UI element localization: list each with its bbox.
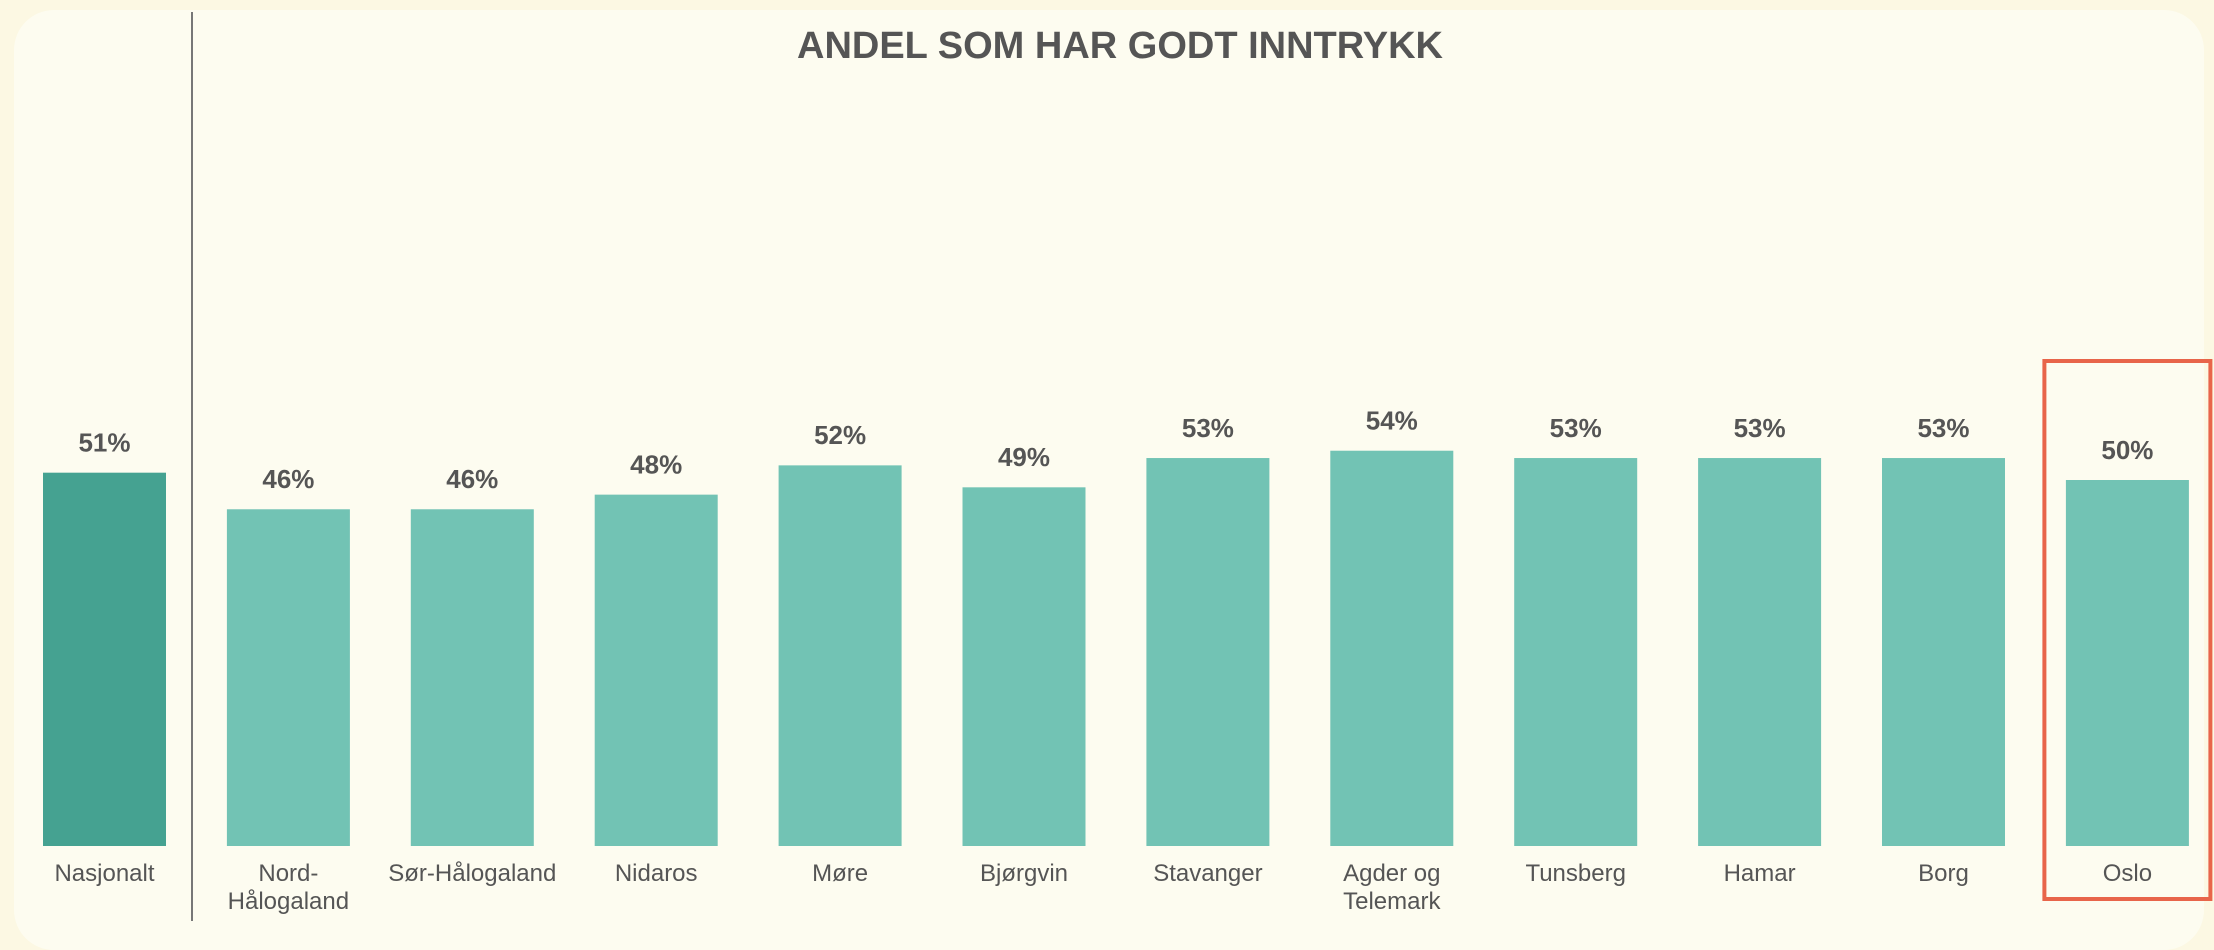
bar <box>1514 458 1638 846</box>
value-label: 53% <box>1734 413 1786 443</box>
value-label: 53% <box>1182 413 1234 443</box>
x-tick-label: Agder og Telemark <box>1343 860 1441 915</box>
x-tick-label: Oslo <box>2102 860 2153 887</box>
value-label: 50% <box>2101 435 2153 465</box>
bar <box>410 509 534 846</box>
bar <box>1330 450 1454 846</box>
x-tick-label: Hamar <box>1723 860 1796 887</box>
value-label: 53% <box>1550 413 1602 443</box>
value-label: 48% <box>630 450 682 480</box>
x-tick-label: Sør-Hålogaland <box>388 860 557 887</box>
value-label: 52% <box>814 420 866 450</box>
x-tick-label: Tunsberg <box>1525 860 1626 887</box>
bar <box>1882 458 2005 846</box>
bar <box>1698 458 1822 846</box>
bar <box>778 465 902 846</box>
bar <box>962 487 1086 846</box>
panel <box>14 10 2204 950</box>
chart-title: ANDEL SOM HAR GODT INNTRYKK <box>797 25 1444 67</box>
x-tick-label: Møre <box>812 860 869 887</box>
bar <box>43 472 166 846</box>
chart: ANDEL SOM HAR GODT INNTRYKK 51% 46% 46% 48%… <box>43 12 2213 921</box>
bar <box>594 494 718 846</box>
value-label: 54% <box>1366 406 1418 436</box>
page: ANDEL SOM HAR GODT INNTRYKK 51% 46% 46% 48%… <box>14 10 2213 950</box>
x-tick-label: Stavanger <box>1153 860 1263 887</box>
x-tick-label: Borg <box>1918 860 1969 887</box>
x-tick-label: Nord-Hålogaland <box>227 860 350 915</box>
value-label: 51% <box>78 428 130 458</box>
value-label: 46% <box>446 464 498 494</box>
bar <box>2065 480 2189 846</box>
value-label: 46% <box>262 464 314 494</box>
value-label: 49% <box>998 442 1050 472</box>
x-tick-label: Bjørgvin <box>979 860 1069 887</box>
x-tick-label: Nidaros <box>614 860 698 887</box>
bar <box>226 509 350 846</box>
highlight-box <box>2042 359 2213 901</box>
x-tick-label: Nasjonalt <box>54 860 155 887</box>
value-label: 53% <box>1917 413 1969 443</box>
bar <box>1146 458 1270 846</box>
